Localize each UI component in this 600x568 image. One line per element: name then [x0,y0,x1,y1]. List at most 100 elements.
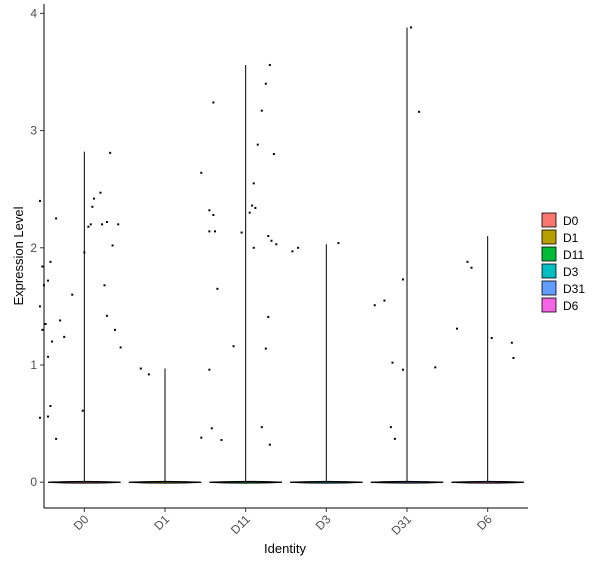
data-point [44,322,47,325]
y-ticks: 0 1 2 3 4 [30,6,44,489]
data-point [47,355,50,358]
data-point [71,293,74,296]
data-point [139,367,142,370]
legend-label: D6 [563,299,579,313]
data-point [55,217,58,220]
data-point [111,244,114,247]
data-point [248,211,251,214]
data-point [510,341,513,344]
data-point [268,63,271,66]
axes [43,4,528,509]
legend-label: D1 [563,231,579,245]
data-point [83,251,86,254]
y-tick-label: 4 [30,6,37,20]
data-point [232,345,235,348]
violin-base [209,480,282,484]
data-point [466,260,469,263]
data-point [410,26,413,29]
data-point [200,171,203,174]
data-point [252,246,255,249]
legend-swatch [541,297,557,313]
y-tick-label: 2 [30,241,37,255]
data-point [272,153,275,156]
data-point [91,205,94,208]
violin-base [128,480,202,484]
data-point [208,368,211,371]
data-point [208,230,211,233]
data-point [251,204,254,207]
violin-base [290,480,363,484]
data-point [373,304,376,307]
data-point [103,284,106,287]
data-point [38,199,41,202]
data-point [87,225,90,228]
plot-area [38,26,524,484]
data-point [291,250,294,253]
violin-group [200,63,282,484]
data-point [147,373,150,376]
data-point [401,368,404,371]
data-point [401,278,404,281]
violin-base [370,480,444,484]
data-point [264,347,267,350]
data-point [41,265,44,268]
data-point [49,260,52,263]
legend-label: D11 [563,248,584,262]
data-point [81,409,84,412]
y-tick-label: 1 [30,358,37,372]
data-point [55,437,58,440]
data-point [113,328,116,331]
data-point [200,436,203,439]
data-point [49,405,52,408]
legend-swatch [541,229,557,245]
data-point [418,110,421,113]
data-point [256,143,259,146]
data-point [275,243,278,246]
data-point [268,443,271,446]
data-point [216,287,219,290]
data-point [212,101,215,104]
data-point [260,109,263,112]
data-point [220,439,223,442]
data-point [434,366,437,369]
data-point [89,223,92,226]
data-point [119,346,122,349]
data-point [267,315,270,318]
data-point [297,246,300,249]
data-point [38,305,41,308]
data-point [117,223,120,226]
data-point [109,151,112,154]
data-point [490,337,493,340]
y-tick-label: 0 [30,475,37,489]
data-point [270,239,273,242]
data-point [383,299,386,302]
data-point [252,182,255,185]
x-axis-title: Identity [264,541,306,556]
violin-group [290,242,363,484]
data-point [214,230,217,233]
data-point [105,314,108,317]
y-tick-label: 3 [30,124,37,138]
data-point [41,328,44,331]
data-point [93,197,96,200]
data-point [470,266,473,269]
data-point [63,335,66,338]
legend: D0 D1 D11 D3 D31 D6 [541,212,585,313]
legend-swatch [541,212,557,228]
data-point [393,437,396,440]
violin-base [451,480,524,484]
data-point [260,426,263,429]
data-point [240,231,243,234]
data-point [210,427,213,430]
data-point [59,319,62,322]
data-point [254,206,257,209]
legend-label: D0 [563,214,579,228]
data-point [456,327,459,330]
data-point [391,361,394,364]
data-point [212,213,215,216]
legend-label: D31 [563,282,585,296]
violin-group [370,26,444,484]
y-axis-title: Expression Level [11,206,26,305]
